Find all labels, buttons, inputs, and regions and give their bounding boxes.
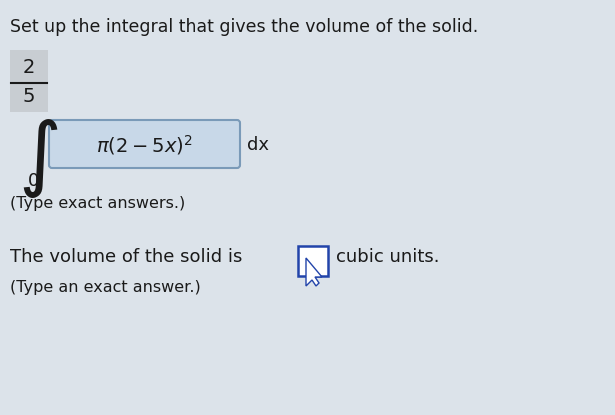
Text: 2: 2 — [23, 58, 35, 77]
Text: 5: 5 — [23, 87, 35, 106]
FancyBboxPatch shape — [10, 50, 48, 112]
Text: The volume of the solid is: The volume of the solid is — [10, 248, 242, 266]
FancyBboxPatch shape — [49, 120, 240, 168]
Text: Set up the integral that gives the volume of the solid.: Set up the integral that gives the volum… — [10, 18, 478, 36]
Text: (Type exact answers.): (Type exact answers.) — [10, 196, 185, 211]
Text: $\int$: $\int$ — [18, 118, 58, 200]
Text: 0: 0 — [28, 172, 39, 190]
Text: cubic units.: cubic units. — [336, 248, 440, 266]
Text: $\pi(2-5x)^2$: $\pi(2-5x)^2$ — [96, 133, 193, 157]
Polygon shape — [306, 258, 322, 286]
FancyBboxPatch shape — [298, 246, 328, 276]
Text: (Type an exact answer.): (Type an exact answer.) — [10, 280, 200, 295]
Text: dx: dx — [247, 136, 269, 154]
